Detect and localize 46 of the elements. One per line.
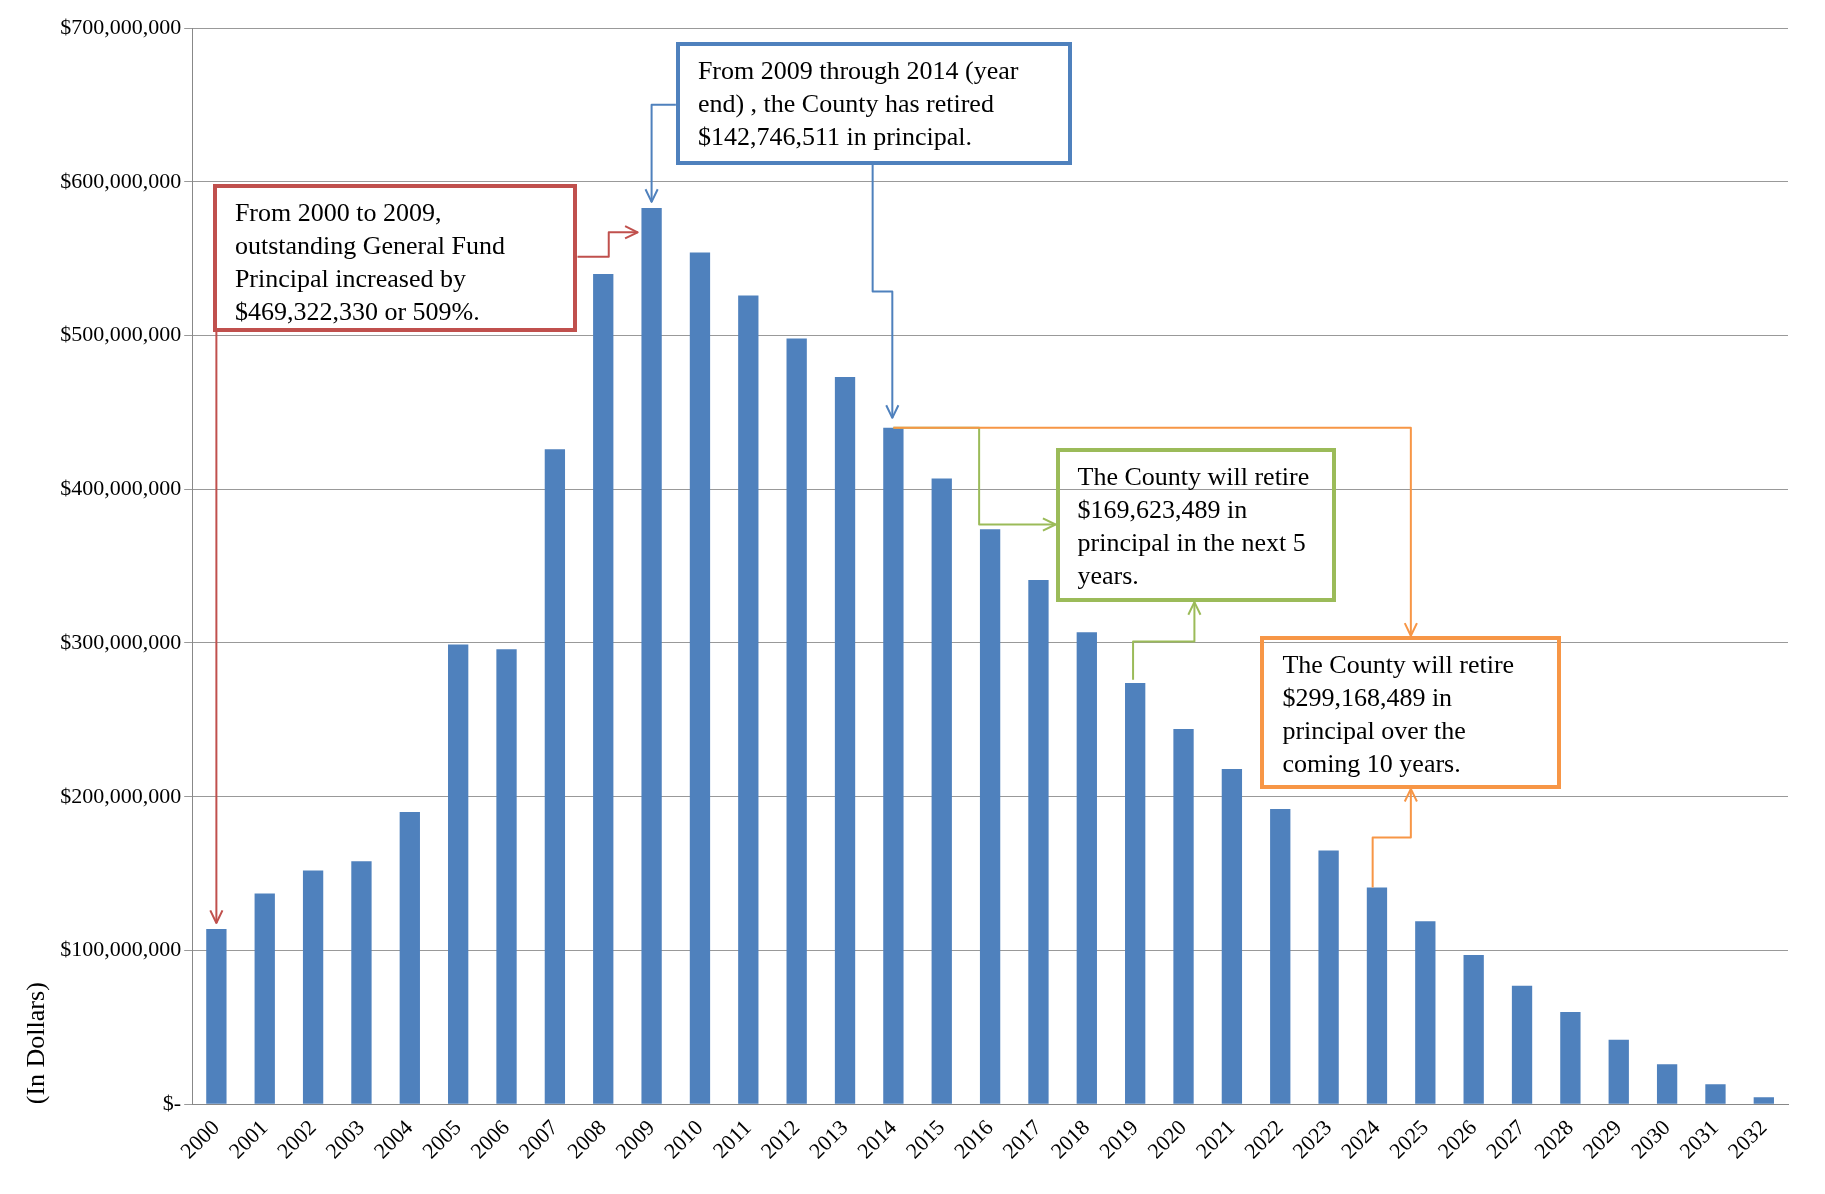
annotation: From 2009 through 2014 (year end) , the County has retired $142,746,511 in principal. <box>675 42 1072 166</box>
y-axis-title: (In Dollars) <box>21 982 51 1105</box>
annotation: The County will retire $299,168,489 in principal over the coming 10 years. <box>1260 635 1562 789</box>
bar <box>1270 809 1291 1104</box>
bar <box>786 338 807 1104</box>
bar <box>1705 1084 1726 1104</box>
bar <box>1753 1097 1774 1104</box>
bar <box>448 644 469 1104</box>
bar <box>1608 1039 1629 1104</box>
y-tick-label: $600,000,000 <box>60 167 182 193</box>
y-tick-label: $300,000,000 <box>60 628 182 654</box>
bar <box>931 478 952 1104</box>
y-tick-label: $100,000,000 <box>60 936 182 962</box>
bar <box>979 529 1001 1104</box>
bar <box>1173 729 1194 1104</box>
bar <box>1318 850 1339 1104</box>
bar <box>1511 985 1533 1104</box>
bar <box>641 207 662 1104</box>
y-tick-label: $500,000,000 <box>60 321 182 347</box>
annotation: From 2000 to 2009, outstanding General Fund Principal increased by $469,322,330 or 509%. <box>212 183 578 332</box>
bar <box>883 427 904 1104</box>
bar <box>544 449 566 1104</box>
y-tick-label: $400,000,000 <box>60 475 182 501</box>
bar <box>834 377 856 1104</box>
bar <box>496 649 517 1104</box>
bar <box>1560 1011 1581 1104</box>
bar <box>1076 632 1097 1104</box>
y-tick-label: $- <box>162 1090 182 1115</box>
bar <box>1415 921 1436 1104</box>
y-tick-label: $700,000,000 <box>60 13 182 39</box>
bar <box>738 295 759 1104</box>
bar <box>1221 769 1243 1104</box>
bar <box>1366 887 1388 1104</box>
bar <box>254 893 275 1104</box>
bar <box>1656 1064 1678 1104</box>
bar <box>1125 682 1146 1104</box>
bar <box>206 928 227 1104</box>
bar <box>593 273 614 1104</box>
bar <box>351 861 372 1104</box>
bar <box>689 252 711 1104</box>
annotation: The County will retire $169,623,489 in principal in the next 5 years. <box>1055 447 1336 603</box>
bar <box>1463 955 1484 1104</box>
bar <box>302 870 324 1104</box>
bar <box>399 812 420 1104</box>
bar <box>1028 579 1049 1104</box>
y-tick-label: $200,000,000 <box>60 782 182 808</box>
